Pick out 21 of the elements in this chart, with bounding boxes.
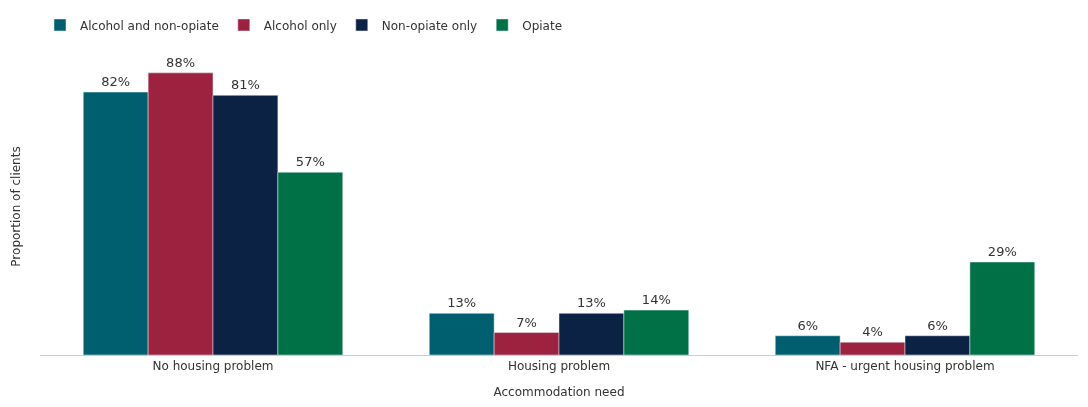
data-label: 6% <box>797 317 818 333</box>
data-label: 29% <box>987 244 1017 260</box>
data-label: 88% <box>166 54 196 70</box>
x-tick-label: No housing problem <box>152 359 274 374</box>
data-label: 13% <box>576 295 606 311</box>
x-tick-label: NFA - urgent housing problem <box>815 359 995 374</box>
y-axis-title: Proportion of clients <box>9 146 24 267</box>
legend-label: Alcohol only <box>263 18 337 33</box>
legend-label: Alcohol and non-opiate <box>80 18 219 33</box>
data-label: 4% <box>862 324 883 340</box>
legend-label: Non-opiate only <box>381 18 478 33</box>
x-axis-title: Accommodation need <box>493 385 625 400</box>
data-label: 7% <box>516 314 537 330</box>
data-label: 57% <box>295 154 325 170</box>
data-label: 6% <box>927 317 948 333</box>
data-label: 81% <box>230 77 260 93</box>
legend-label: Opiate <box>522 18 563 33</box>
data-label: 13% <box>447 295 477 311</box>
data-label: 82% <box>101 74 131 90</box>
data-label: 14% <box>641 292 671 308</box>
x-tick-label: Housing problem <box>507 359 611 374</box>
